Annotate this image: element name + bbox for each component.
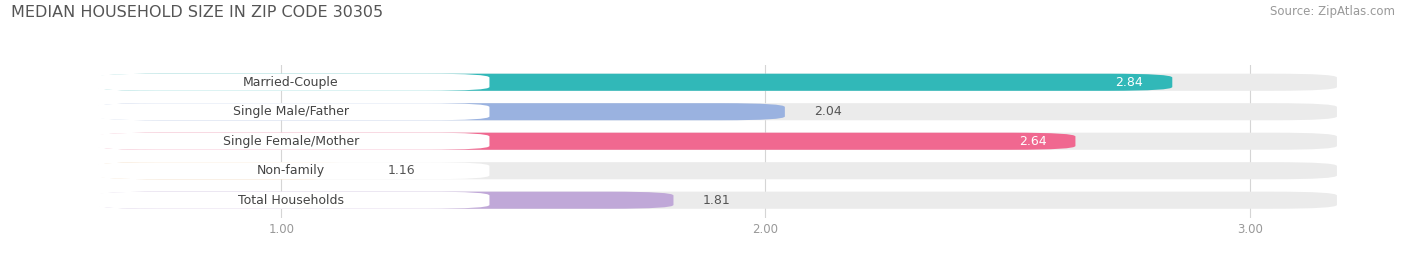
Text: 2.04: 2.04	[814, 105, 842, 118]
FancyBboxPatch shape	[97, 162, 1337, 179]
Text: Single Female/Mother: Single Female/Mother	[222, 135, 359, 148]
FancyBboxPatch shape	[97, 133, 1337, 150]
FancyBboxPatch shape	[97, 192, 673, 209]
Text: MEDIAN HOUSEHOLD SIZE IN ZIP CODE 30305: MEDIAN HOUSEHOLD SIZE IN ZIP CODE 30305	[11, 5, 384, 20]
Text: Source: ZipAtlas.com: Source: ZipAtlas.com	[1270, 5, 1395, 18]
FancyBboxPatch shape	[93, 103, 489, 120]
FancyBboxPatch shape	[97, 133, 1076, 150]
FancyBboxPatch shape	[93, 162, 489, 179]
FancyBboxPatch shape	[97, 103, 785, 120]
FancyBboxPatch shape	[97, 74, 1173, 91]
FancyBboxPatch shape	[93, 133, 489, 150]
FancyBboxPatch shape	[97, 74, 1337, 91]
Text: Non-family: Non-family	[257, 164, 325, 177]
FancyBboxPatch shape	[97, 103, 1337, 120]
FancyBboxPatch shape	[97, 162, 359, 179]
Text: Single Male/Father: Single Male/Father	[233, 105, 349, 118]
Text: Married-Couple: Married-Couple	[243, 76, 339, 89]
FancyBboxPatch shape	[93, 74, 489, 91]
Text: 2.64: 2.64	[1019, 135, 1046, 148]
Text: 1.81: 1.81	[703, 194, 730, 207]
FancyBboxPatch shape	[93, 192, 489, 209]
Text: 1.16: 1.16	[388, 164, 415, 177]
Text: Total Households: Total Households	[238, 194, 344, 207]
FancyBboxPatch shape	[97, 192, 1337, 209]
Text: 2.84: 2.84	[1115, 76, 1143, 89]
